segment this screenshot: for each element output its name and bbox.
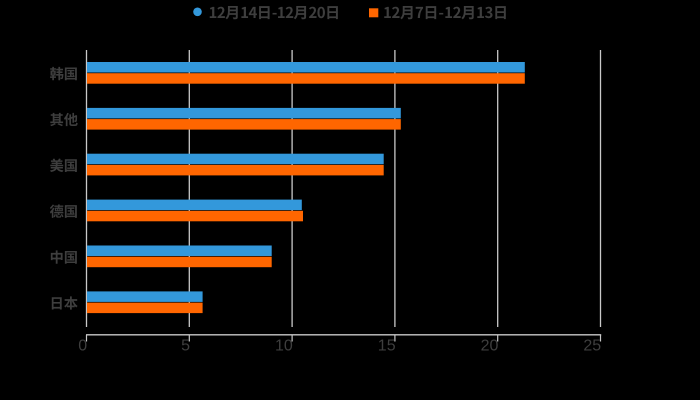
svg-text:0: 0 (78, 337, 87, 354)
svg-text:10: 10 (275, 337, 293, 354)
svg-text:20: 20 (481, 337, 499, 354)
svg-text:5: 5 (181, 337, 190, 354)
svg-text:25: 25 (583, 337, 601, 354)
svg-text:15: 15 (378, 337, 396, 354)
